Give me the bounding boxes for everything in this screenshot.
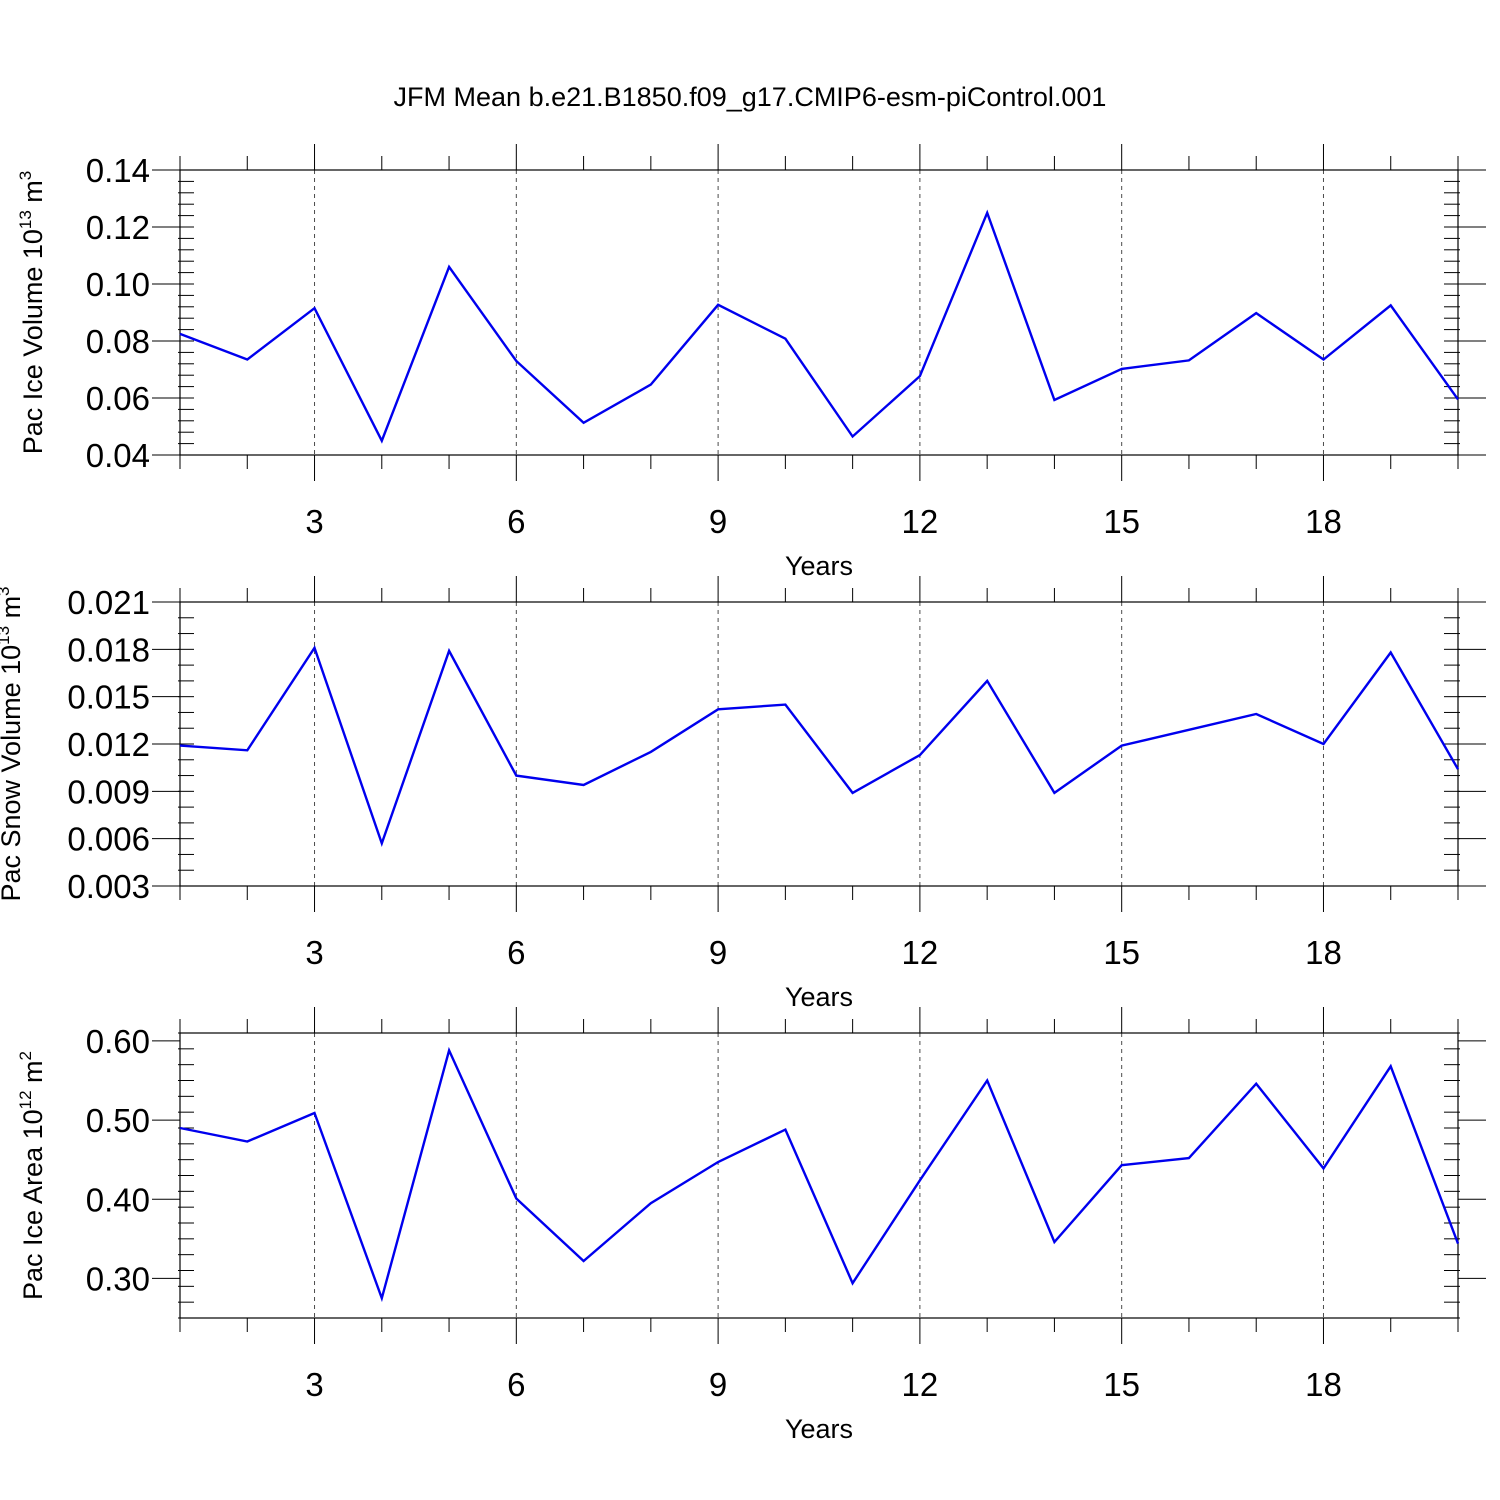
x-tick-label: 15: [1103, 1366, 1140, 1403]
x-axis-label: Years: [785, 982, 853, 1012]
y-tick-label: 0.08: [86, 323, 150, 360]
y-axis-label-superscript: 3: [16, 171, 35, 180]
x-tick-label: 18: [1305, 1366, 1342, 1403]
y-axis-label-part: Pac Ice Volume 10: [18, 229, 48, 454]
x-tick-label: 3: [305, 1366, 323, 1403]
series-line: [179, 209, 1459, 444]
x-tick-label: 3: [305, 503, 323, 540]
panel-2: 3 6 9 12 15 18 0.003 0.006 0.009 0.012 0.015 0.018 0…: [0, 576, 1486, 1012]
series-line: [179, 1046, 1460, 1303]
x-tick-label: 18: [1305, 503, 1342, 540]
x-tick-label: 18: [1305, 934, 1342, 971]
y-tick-label: 0.021: [67, 584, 150, 621]
y-axis-label-part: Pac Ice Area 10: [18, 1109, 48, 1300]
x-tick-label: 3: [305, 934, 323, 971]
y-axis-label-part: m: [18, 180, 48, 210]
plot-frame: [179, 601, 1459, 887]
x-tick-label: 12: [902, 934, 939, 971]
y-tick-label: 0.40: [86, 1181, 150, 1218]
y-axis-label-superscript: 13: [0, 626, 13, 645]
plot-frame: [179, 169, 1459, 456]
x-tick-label: 15: [1103, 503, 1140, 540]
x-tick-label: 15: [1103, 934, 1140, 971]
figure-title: JFM Mean b.e21.B1850.f09_g17.CMIP6-esm-p…: [394, 82, 1107, 112]
y-tick-label: 0.60: [86, 1023, 150, 1060]
y-axis-label-superscript: 3: [0, 586, 13, 595]
y-axis-label-superscript: 12: [16, 1090, 35, 1109]
y-tick-label: 0.50: [86, 1102, 150, 1139]
panel-3: 3 6 9 12 15 18 0.30 0.40 0.50 0.60 Years Pac Ice Ar…: [16, 1007, 1486, 1444]
y-axis-label-part: Pac Snow Volume 10: [0, 645, 26, 902]
y-axis-label: Pac Ice Area 1012 m2: [16, 1051, 48, 1300]
x-tick-label: 9: [709, 934, 727, 971]
y-axis-label-part: m: [0, 596, 26, 626]
y-tick-label: 0.018: [67, 631, 150, 668]
plot-frame: [179, 1032, 1459, 1319]
y-axis-label: Pac Ice Volume 1013 m3: [16, 171, 48, 455]
x-tick-label: 6: [507, 934, 525, 971]
x-tick-label: 12: [902, 1366, 939, 1403]
x-axis-label: Years: [785, 1414, 853, 1444]
y-tick-label: 0.003: [67, 868, 150, 905]
y-tick-label: 0.04: [86, 437, 150, 474]
y-tick-label: 0.14: [86, 152, 150, 189]
y-tick-label: 0.30: [86, 1260, 150, 1297]
series-line: [179, 645, 1460, 848]
y-axis-label-superscript: 13: [16, 210, 35, 229]
y-tick-label: 0.009: [67, 773, 150, 810]
y-tick-label: 0.006: [67, 821, 150, 858]
y-axis-label-superscript: 2: [16, 1051, 35, 1060]
y-tick-label: 0.015: [67, 679, 150, 716]
panel-1: 3 6 9 12 15 18 0.04 0.06 0.08 0.10 0.12 0.14 Years Pa…: [16, 144, 1486, 581]
x-tick-label: 9: [709, 1366, 727, 1403]
y-tick-label: 0.12: [86, 209, 150, 246]
y-tick-label: 0.012: [67, 726, 150, 763]
x-tick-label: 6: [507, 1366, 525, 1403]
y-axis-label: Pac Snow Volume 1013 m3: [0, 586, 26, 901]
x-tick-label: 6: [507, 503, 525, 540]
x-axis-label: Years: [785, 551, 853, 581]
x-tick-label: 12: [902, 503, 939, 540]
y-axis-label-part: m: [18, 1060, 48, 1090]
x-tick-label: 9: [709, 503, 727, 540]
y-tick-label: 0.10: [86, 266, 150, 303]
y-tick-label: 0.06: [86, 380, 150, 417]
